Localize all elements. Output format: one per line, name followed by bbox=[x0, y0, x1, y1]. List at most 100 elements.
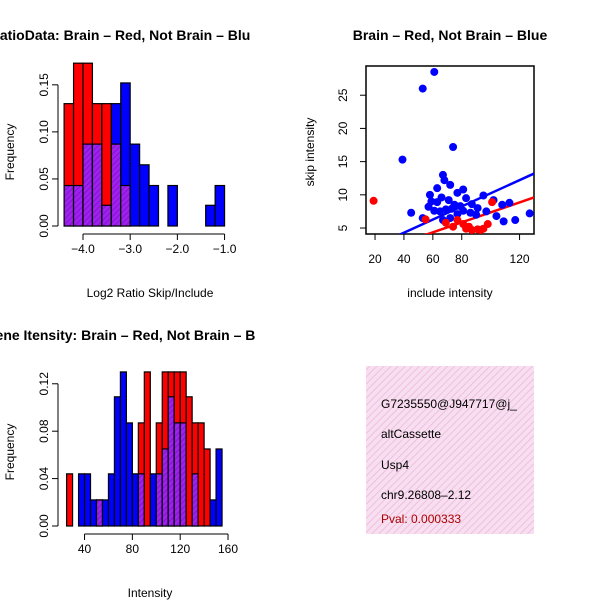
scatter-point bbox=[505, 198, 514, 207]
scatter-point bbox=[525, 209, 534, 218]
scatter-point bbox=[440, 176, 449, 185]
scatter-point bbox=[498, 200, 507, 209]
histogram-axes: −4.0 −3.0 −2.0 −1.0 0.00 0.05 0.10 0.15 bbox=[37, 73, 237, 256]
scatter-axes: 20 40 60 80 120 5 10 15 20 25 bbox=[336, 65, 535, 266]
scatter-point bbox=[444, 196, 453, 205]
scatter-point bbox=[447, 204, 456, 213]
chart-title: RatioData: Brain – Red, Not Brain – Blu bbox=[0, 27, 250, 43]
scatter-point bbox=[467, 226, 476, 235]
y-tick-label: 0.05 bbox=[37, 167, 51, 191]
scatter-point bbox=[449, 222, 458, 231]
x-tick-label: 20 bbox=[368, 252, 382, 266]
scatter-point bbox=[499, 217, 508, 226]
y-tick-label: 10 bbox=[336, 188, 350, 202]
y-tick-label: 25 bbox=[336, 88, 350, 102]
x-tick-label: 120 bbox=[510, 252, 530, 266]
overlap-bar bbox=[95, 499, 104, 527]
histogram-bar bbox=[107, 473, 116, 527]
histogram-bar bbox=[65, 473, 74, 527]
event-id: G7235550@J947717@j_ bbox=[381, 397, 517, 411]
y-tick-label: 0.15 bbox=[37, 73, 51, 97]
histogram-bar bbox=[131, 473, 139, 527]
intensity-histogram: Gene Itensity: Brain – Red, Not Brain – … bbox=[0, 327, 255, 600]
x-tick-label: 160 bbox=[218, 542, 238, 556]
scatter-point bbox=[467, 200, 476, 209]
y-axis-label: skip intensity bbox=[303, 118, 317, 187]
x-tick-label: −4.0 bbox=[71, 242, 95, 256]
x-tick-label: 40 bbox=[397, 252, 411, 266]
scatter-point bbox=[433, 184, 442, 193]
plot-frame bbox=[365, 65, 535, 235]
scatter-point bbox=[433, 198, 442, 207]
x-tick-label: −3.0 bbox=[118, 242, 142, 256]
scatter-point bbox=[473, 204, 482, 213]
overlap-bar bbox=[179, 422, 187, 527]
histogram-bar bbox=[125, 422, 133, 527]
scatter-point bbox=[441, 218, 450, 227]
scatter-point bbox=[441, 205, 450, 214]
x-tick-label: 60 bbox=[426, 252, 440, 266]
overlap-bar bbox=[173, 422, 181, 527]
histogram-bar bbox=[149, 473, 157, 527]
histogram-bar bbox=[83, 473, 92, 527]
event-type: altCassette bbox=[381, 427, 441, 441]
histogram-bar bbox=[185, 396, 193, 527]
scatter-point bbox=[511, 216, 520, 225]
overlap-bar bbox=[161, 448, 169, 527]
y-tick-label: 0.10 bbox=[37, 120, 51, 144]
histogram-bar bbox=[148, 184, 160, 227]
scatter-point bbox=[407, 208, 416, 217]
scatter-point bbox=[479, 191, 488, 200]
y-tick-label: 0.08 bbox=[37, 419, 51, 443]
overlap-bar bbox=[167, 396, 175, 527]
overlap-bar bbox=[72, 184, 84, 227]
histogram-bars bbox=[65, 371, 223, 527]
scatter-point bbox=[446, 180, 455, 189]
x-axis-label: Log2 Ratio Skip/Include bbox=[87, 286, 214, 300]
overlap-bar bbox=[155, 473, 163, 527]
histogram-axes: 40 80 120 160 0.00 0.04 0.08 0.12 bbox=[37, 372, 238, 556]
scatter-point bbox=[424, 202, 433, 211]
scatter-point bbox=[459, 185, 468, 194]
scatter-point bbox=[462, 194, 471, 203]
overlap-bar bbox=[101, 204, 112, 227]
histogram-bar bbox=[215, 448, 223, 527]
scatter-point bbox=[453, 216, 462, 225]
scatter-point bbox=[418, 84, 427, 93]
histogram-bar bbox=[113, 396, 122, 527]
scatter-point bbox=[430, 67, 439, 76]
histogram-bar bbox=[119, 371, 127, 527]
histogram-bar bbox=[77, 473, 86, 527]
scatter-point bbox=[459, 206, 468, 215]
histogram-bars bbox=[63, 62, 226, 227]
x-tick-label: 80 bbox=[455, 252, 469, 266]
scatter-points bbox=[369, 67, 534, 235]
x-tick-label: 120 bbox=[170, 542, 190, 556]
x-axis-label: Intensity bbox=[128, 586, 173, 600]
overlap-bar bbox=[91, 143, 103, 227]
gene-name: Usp4 bbox=[381, 458, 409, 472]
y-tick-label: 15 bbox=[336, 155, 350, 169]
scatter-point bbox=[482, 207, 491, 216]
info-background bbox=[366, 366, 534, 534]
x-tick-label: 40 bbox=[78, 542, 92, 556]
histogram-bar bbox=[197, 422, 205, 527]
overlap-bar bbox=[191, 473, 199, 527]
y-tick-label: 0.00 bbox=[37, 214, 51, 238]
histogram-bar bbox=[214, 184, 226, 227]
chart-title: Brain – Red, Not Brain – Blue bbox=[353, 27, 548, 43]
overlap-bar bbox=[137, 473, 145, 527]
fit-line bbox=[398, 172, 534, 234]
y-axis-label: Frequency bbox=[3, 124, 17, 181]
intensity-scatter: Brain – Red, Not Brain – Blue 20 40 60 80 12… bbox=[303, 27, 547, 300]
x-tick-label: 80 bbox=[126, 542, 140, 556]
scatter-point bbox=[425, 190, 434, 199]
pval-text: Pval: 0.000333 bbox=[381, 512, 461, 526]
histogram-bar bbox=[139, 164, 150, 227]
y-tick-label: 20 bbox=[336, 121, 350, 135]
scatter-point bbox=[453, 210, 462, 219]
ratio-histogram: RatioData: Brain – Red, Not Brain – Blu … bbox=[0, 27, 250, 300]
histogram-bar bbox=[143, 371, 151, 527]
y-tick-label: 0.12 bbox=[37, 372, 51, 396]
histogram-bar bbox=[205, 204, 216, 227]
